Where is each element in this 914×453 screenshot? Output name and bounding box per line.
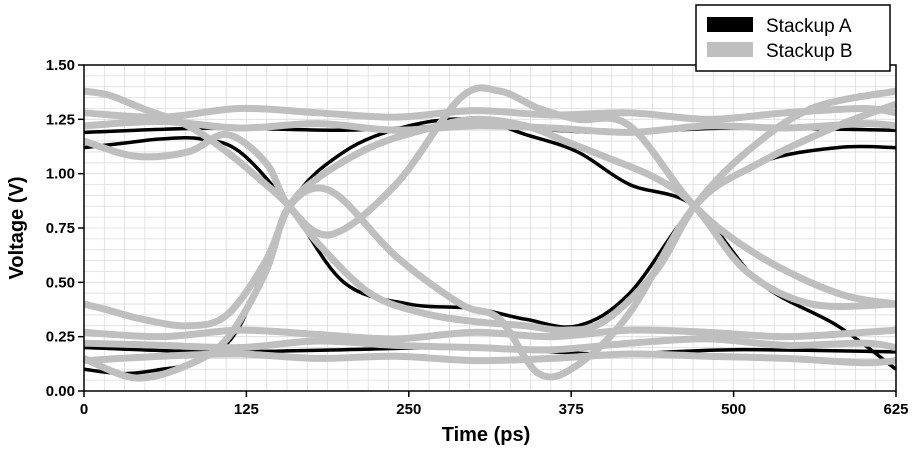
x-tick-label: 125 [234, 401, 259, 418]
y-tick-label: 1.00 [46, 166, 75, 183]
y-tick-label: 1.50 [46, 57, 75, 74]
legend-label-stackup-a: Stackup A [766, 16, 852, 37]
trace-stackup-b-7 [83, 335, 897, 354]
traces [82, 84, 898, 382]
y-tick-label: 0.75 [46, 220, 75, 237]
y-axis-title: Voltage (V) [6, 177, 28, 280]
y-tick-label: 0.00 [46, 383, 75, 400]
legend-label-stackup-b: Stackup B [766, 41, 853, 62]
x-tick-label: 500 [721, 401, 746, 418]
y-tick-label: 0.50 [46, 274, 75, 291]
x-tick-label: 250 [396, 401, 421, 418]
legend-swatch-stackup-b [707, 42, 753, 57]
trace-stackup-b-2 [82, 84, 897, 308]
x-tick-label: 625 [883, 401, 908, 418]
trace-stackup-b-3 [82, 100, 898, 382]
trace-stackup-b-8 [83, 350, 897, 367]
axis-ticks: 0 125 250 375 500 625 0.00 0.25 0.50 0.75 1.00 1.25… [46, 57, 909, 418]
trace-stackup-b-5 [83, 118, 897, 136]
x-tick-label: 0 [80, 401, 88, 418]
legend-swatch-stackup-a [707, 17, 753, 32]
trace-stackup-b-4 [83, 104, 897, 123]
y-tick-label: 0.25 [46, 329, 75, 346]
legend: Stackup A Stackup B [695, 4, 891, 72]
y-tick-label: 1.25 [46, 111, 75, 128]
legend-box [695, 4, 891, 72]
x-tick-label: 375 [559, 401, 584, 418]
x-axis-title: Time (ps) [442, 424, 531, 446]
trace-stackup-b-6 [83, 326, 897, 343]
